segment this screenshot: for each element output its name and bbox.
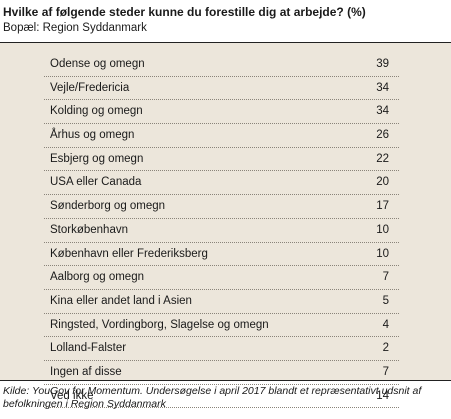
table-row: Århus og omegn 26 (44, 124, 399, 148)
table-row: Esbjerg og omegn 22 (44, 148, 399, 172)
row-value: 5 (382, 294, 389, 307)
row-label: Kina eller andet land i Asien (50, 294, 192, 307)
row-label: København eller Frederiksberg (50, 247, 208, 260)
table-row: Ved ikke 14 (44, 385, 399, 409)
row-label: Kolding og omegn (50, 105, 143, 118)
table-row: Storkøbenhavn 10 (44, 219, 399, 243)
row-label: USA eller Canada (50, 176, 142, 189)
table-row: Ingen af disse 7 (44, 361, 399, 385)
table-row: København eller Frederiksberg 10 (44, 243, 399, 267)
table-row: Ringsted, Vordingborg, Slagelse og omegn… (44, 314, 399, 338)
top-divider (0, 42, 451, 43)
row-value: 10 (376, 223, 389, 236)
row-value: 4 (382, 318, 389, 331)
table-row: Aalborg og omegn 7 (44, 266, 399, 290)
row-value: 14 (376, 389, 389, 402)
row-label: Odense og omegn (50, 58, 145, 70)
row-value: 7 (382, 365, 389, 378)
row-label: Vejle/Fredericia (50, 81, 130, 94)
row-value: 34 (376, 105, 389, 118)
row-value: 7 (382, 271, 389, 284)
table-row: USA eller Canada 20 (44, 171, 399, 196)
source-note: Kilde: YouGov for Momentum. Undersøgelse… (3, 385, 422, 410)
row-label: Århus og omegn (50, 129, 135, 142)
row-label: Esbjerg og omegn (50, 152, 144, 165)
table-row: Odense og omegn 39 (44, 53, 399, 77)
row-label: Sønderborg og omegn (50, 200, 166, 213)
row-label: Storkøbenhavn (50, 223, 128, 236)
row-value: 20 (376, 176, 389, 189)
row-label: Ringsted, Vordingborg, Slagelse og omegn (50, 318, 269, 331)
row-value: 10 (376, 247, 389, 260)
table-rows: Odense og omegn 39 Vejle/Fredericia 34 Koldi… (44, 53, 399, 409)
row-label: Aalborg og omegn (50, 271, 144, 284)
chart-subtitle: Bopæl: Region Syddanmark (3, 22, 147, 34)
table-row: Kolding og omegn 34 (44, 100, 399, 125)
bottom-divider (0, 380, 451, 381)
row-value: 26 (376, 129, 389, 142)
row-value: 22 (376, 152, 389, 165)
row-value: 39 (376, 58, 389, 70)
row-label: Ved ikke (50, 389, 94, 402)
table-row: Lolland-Falster 2 (44, 337, 399, 361)
chart-title: Hvilke af følgende steder kunne du fores… (3, 5, 366, 19)
row-value: 17 (376, 200, 389, 213)
table-panel: Odense og omegn 39 Vejle/Fredericia 34 Koldi… (0, 43, 451, 409)
row-value: 34 (376, 81, 389, 94)
row-label: Ingen af disse (50, 365, 122, 378)
table-row: Vejle/Fredericia 34 (44, 77, 399, 101)
row-label: Lolland-Falster (50, 342, 127, 355)
table-row: Sønderborg og omegn 17 (44, 195, 399, 219)
row-value: 2 (382, 342, 389, 355)
table-row: Kina eller andet land i Asien 5 (44, 290, 399, 314)
